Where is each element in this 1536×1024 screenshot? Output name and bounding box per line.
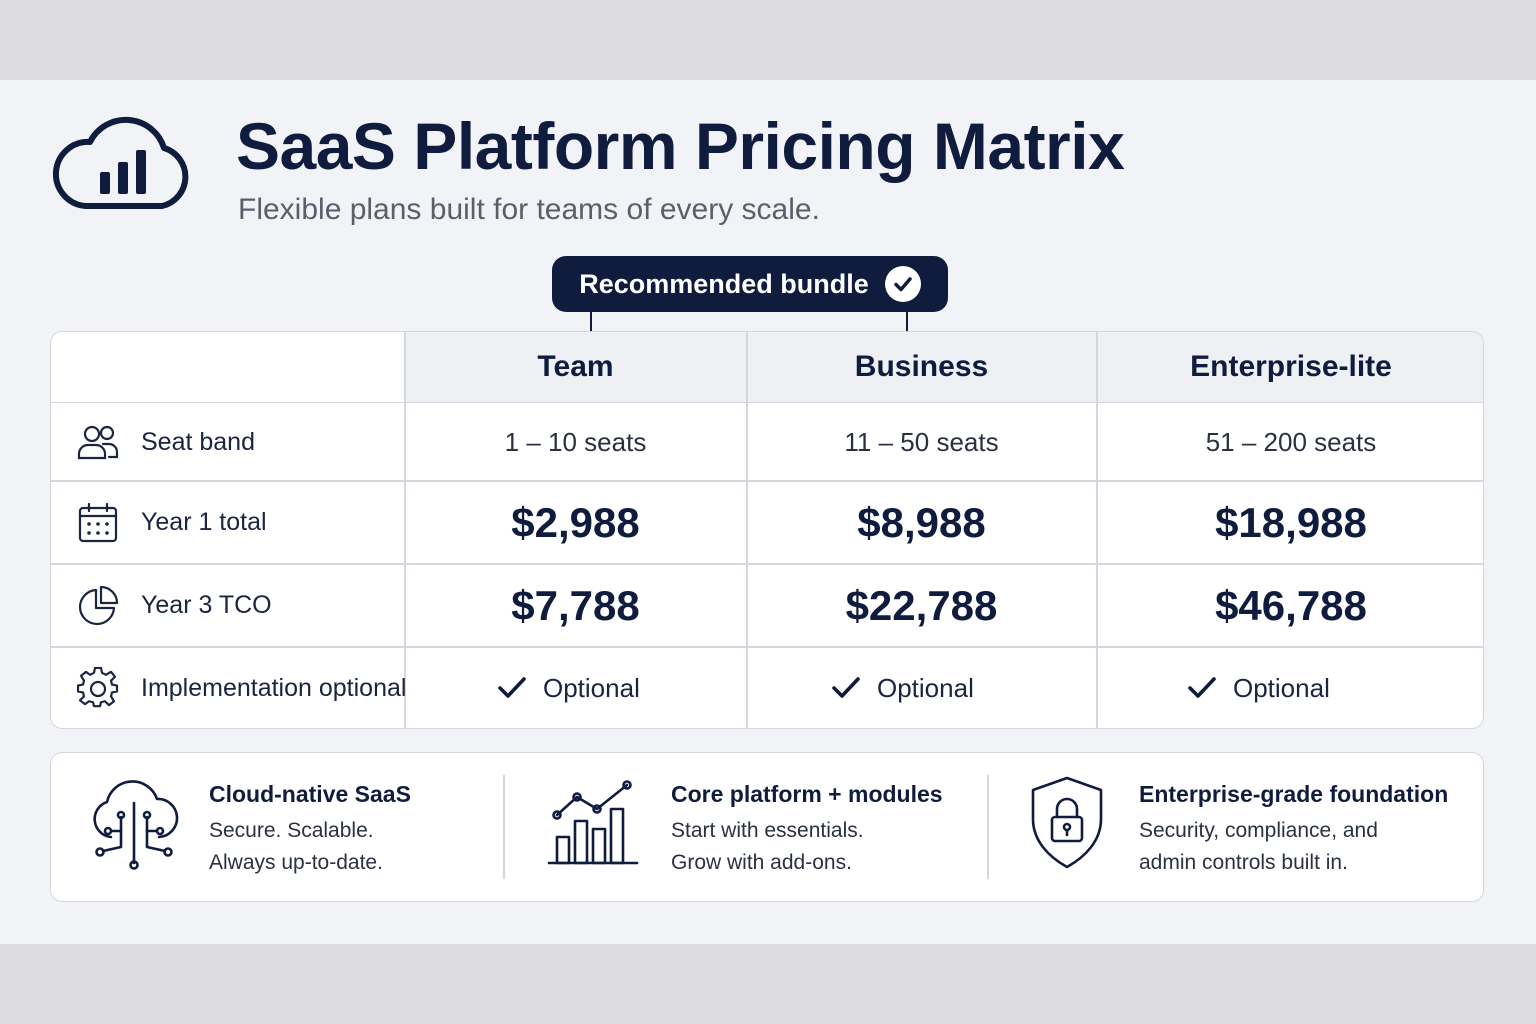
growth-chart-icon (547, 780, 639, 865)
badge-connector-right (906, 312, 908, 338)
row-label-year-3-tco: Year 3 TCO (77, 565, 272, 646)
year-3-tco-team: $7,788 (511, 581, 640, 629)
cloud-chart-icon (53, 116, 189, 209)
calendar-icon (78, 502, 118, 542)
badge-connector-left (590, 312, 592, 338)
implementation-business-value: Optional (877, 672, 974, 703)
feature-divider (503, 775, 505, 879)
row-label-seat-band: Seat band (77, 404, 255, 480)
feature-line: admin controls built in. (1139, 851, 1348, 874)
year-1-total-enterprise-lite: $18,988 (1215, 498, 1367, 546)
feature-title: Core platform + modules (671, 781, 943, 807)
feature-line: Start with essentials. (671, 819, 864, 842)
column-divider (1096, 332, 1098, 728)
feature-core-platform: Core platform + modules Start with essen… (671, 779, 943, 879)
feature-title: Cloud-native SaaS (209, 781, 411, 807)
pie-chart-icon (78, 585, 119, 625)
row-divider (51, 563, 1483, 565)
row-label-year-1-total: Year 1 total (77, 482, 267, 563)
implementation-business: Optional (747, 648, 1096, 728)
year-3-tco-enterprise-lite: $46,788 (1215, 581, 1367, 629)
year-1-total-business: $8,988 (857, 498, 986, 546)
feature-line: Grow with add-ons. (671, 851, 852, 874)
matrix-corner-cell (51, 332, 404, 403)
row-label-text: Year 1 total (141, 508, 267, 536)
row-label-text: Year 3 TCO (141, 591, 272, 619)
feature-title: Enterprise-grade foundation (1139, 781, 1449, 807)
recommended-bundle-badge: Recommended bundle (552, 256, 948, 312)
row-label-implementation: Implementation optional (77, 648, 406, 728)
row-label-text: Seat band (141, 427, 255, 456)
seat-band-team: 1 – 10 seats (504, 426, 647, 457)
page-title: SaaS Platform Pricing Matrix (236, 109, 1125, 183)
feature-cloud-native: Cloud-native SaaS Secure. Scalable. Alwa… (209, 779, 411, 879)
column-divider (404, 332, 406, 728)
implementation-team-value: Optional (543, 672, 640, 703)
check-icon (498, 677, 526, 698)
feature-divider (987, 775, 989, 879)
feature-line: Security, compliance, and (1139, 819, 1378, 842)
feature-line: Always up-to-date. (209, 851, 383, 874)
check-icon (832, 677, 860, 698)
pricing-matrix: Team Business Enterprise-lite Seat band … (50, 331, 1484, 729)
plan-header-business: Business (747, 332, 1096, 403)
feature-strip: Cloud-native SaaS Secure. Scalable. Alwa… (50, 752, 1484, 902)
check-circle-icon (884, 266, 921, 302)
year-1-total-team: $2,988 (511, 498, 640, 546)
seat-band-business: 11 – 50 seats (844, 426, 999, 457)
gear-icon (77, 667, 119, 708)
row-label-text: Implementation optional (141, 673, 407, 702)
implementation-enterprise-lite-value: Optional (1233, 672, 1330, 703)
recommended-bundle-label: Recommended bundle (579, 268, 869, 299)
feature-enterprise-foundation: Enterprise-grade foundation Security, co… (1139, 779, 1448, 879)
cloud-circuit-icon (93, 780, 179, 870)
column-divider (746, 332, 748, 728)
implementation-enterprise-lite: Optional (1097, 648, 1483, 728)
row-divider (51, 646, 1483, 648)
seat-band-enterprise-lite: 51 – 200 seats (1205, 426, 1377, 457)
check-icon (1188, 677, 1216, 698)
plan-header-team: Team (405, 332, 746, 403)
users-icon (77, 425, 119, 460)
implementation-team: Optional (405, 648, 746, 728)
page-subtitle: Flexible plans built for teams of every … (238, 193, 820, 226)
feature-line: Secure. Scalable. (209, 819, 374, 842)
plan-header-enterprise-lite: Enterprise-lite (1097, 332, 1483, 403)
row-divider (51, 480, 1483, 482)
shield-lock-icon (1031, 776, 1103, 869)
year-3-tco-business: $22,788 (845, 581, 998, 629)
